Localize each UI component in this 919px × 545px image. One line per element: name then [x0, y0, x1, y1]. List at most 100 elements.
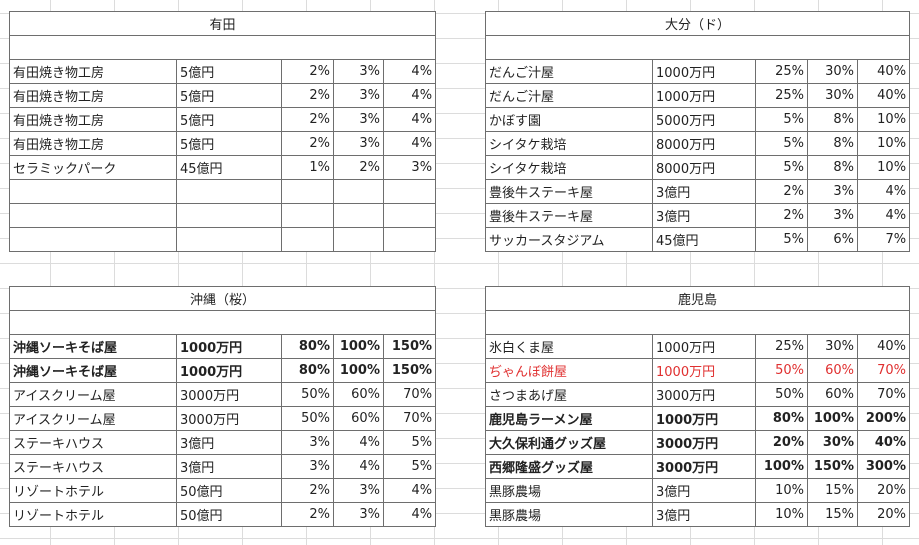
cell-rate-1[interactable]: 5%	[755, 107, 808, 132]
cell-rate-2[interactable]: 30%	[807, 59, 858, 84]
cell-rate-1[interactable]: 80%	[281, 334, 334, 359]
cell-cost[interactable]: 3000万円	[176, 382, 282, 407]
cell-cost[interactable]	[176, 227, 282, 252]
cell-cost[interactable]	[176, 179, 282, 204]
cell-rate-3[interactable]: 10%	[856, 131, 911, 156]
cell-cost[interactable]	[176, 203, 282, 228]
cell-rate-3[interactable]: 4%	[382, 131, 437, 156]
cell-rate-3[interactable]	[382, 203, 437, 228]
cell-rate-1[interactable]: 2%	[281, 83, 334, 108]
cell-rate-2[interactable]: 15%	[807, 502, 858, 527]
cell-cost[interactable]: 3億円	[652, 478, 756, 503]
cell-rate-1[interactable]: 25%	[755, 59, 808, 84]
cell-name[interactable]	[9, 227, 177, 252]
cell-rate-2[interactable]: 3%	[333, 478, 384, 503]
cell-rate-1[interactable]: 25%	[755, 83, 808, 108]
cell-rate-2[interactable]	[333, 227, 384, 252]
cell-name[interactable]: リゾートホテル	[9, 502, 177, 527]
cell-rate-2[interactable]: 4%	[333, 454, 384, 479]
cell-rate-3[interactable]: 70%	[857, 382, 910, 407]
cell-cost[interactable]: 1000万円	[176, 358, 282, 383]
cell-rate-2[interactable]: 30%	[807, 430, 858, 455]
cell-name[interactable]: セラミックパーク	[9, 155, 177, 180]
cell-rate-3[interactable]: 4%	[382, 502, 437, 527]
cell-rate-3[interactable]: 70%	[382, 406, 437, 431]
cell-rate-2[interactable]: 4%	[333, 430, 384, 455]
cell-rate-1[interactable]	[281, 203, 334, 228]
cell-name[interactable]: 沖縄ソーキそば屋	[9, 358, 177, 383]
cell-rate-1[interactable]: 2%	[281, 59, 334, 84]
cell-name[interactable]: シイタケ栽培	[485, 155, 653, 180]
cell-name[interactable]: アイスクリーム屋	[9, 406, 177, 431]
cell-name[interactable]: 鹿児島ラーメン屋	[485, 406, 653, 431]
cell-rate-2[interactable]: 3%	[333, 131, 384, 156]
cell-rate-3[interactable]: 40%	[857, 430, 910, 455]
cell-rate-3[interactable]: 300%	[857, 454, 910, 479]
cell-rate-3[interactable]: 40%	[856, 83, 911, 108]
cell-rate-1[interactable]: 3%	[281, 430, 334, 455]
cell-name[interactable]: 氷白くま屋	[485, 334, 653, 359]
cell-name[interactable]: 大久保利通グッズ屋	[485, 430, 653, 455]
cell-rate-1[interactable]: 50%	[281, 406, 334, 431]
cell-name[interactable]: だんご汁屋	[485, 83, 653, 108]
cell-rate-2[interactable]: 8%	[807, 131, 858, 156]
cell-name[interactable]: 豊後牛ステーキ屋	[485, 203, 653, 228]
cell-rate-1[interactable]: 10%	[755, 478, 808, 503]
cell-rate-1[interactable]: 10%	[755, 502, 808, 527]
cell-rate-2[interactable]: 3%	[807, 179, 858, 204]
cell-name[interactable]: 豊後牛ステーキ屋	[485, 179, 653, 204]
cell-cost[interactable]: 50億円	[176, 502, 282, 527]
cell-rate-2[interactable]: 8%	[807, 155, 858, 180]
cell-rate-3[interactable]: 70%	[382, 382, 437, 407]
cell-cost[interactable]: 45億円	[176, 155, 282, 180]
cell-rate-3[interactable]: 10%	[856, 107, 911, 132]
cell-name[interactable]: さつまあげ屋	[485, 382, 653, 407]
cell-rate-1[interactable]: 2%	[755, 203, 808, 228]
cell-cost[interactable]: 1000万円	[652, 59, 756, 84]
cell-rate-3[interactable]: 4%	[856, 179, 911, 204]
cell-cost[interactable]: 5億円	[176, 131, 282, 156]
cell-name[interactable]: 沖縄ソーキそば屋	[9, 334, 177, 359]
cell-rate-1[interactable]: 2%	[281, 107, 334, 132]
cell-rate-2[interactable]: 3%	[807, 203, 858, 228]
cell-rate-3[interactable]: 4%	[856, 203, 911, 228]
cell-name[interactable]: 有田焼き物工房	[9, 107, 177, 132]
cell-rate-3[interactable]: 70%	[857, 358, 910, 383]
cell-cost[interactable]: 3000万円	[652, 430, 756, 455]
cell-rate-3[interactable]	[382, 227, 437, 252]
cell-rate-1[interactable]: 50%	[755, 358, 808, 383]
cell-name[interactable]: 有田焼き物工房	[9, 59, 177, 84]
cell-cost[interactable]: 1000万円	[652, 406, 756, 431]
cell-name[interactable]: かぼす園	[485, 107, 653, 132]
cell-name[interactable]: サッカースタジアム	[485, 227, 653, 252]
cell-rate-3[interactable]: 20%	[857, 502, 910, 527]
cell-rate-1[interactable]: 3%	[281, 454, 334, 479]
cell-rate-2[interactable]: 150%	[807, 454, 858, 479]
cell-name[interactable]: 黒豚農場	[485, 502, 653, 527]
cell-rate-1[interactable]	[281, 227, 334, 252]
cell-rate-1[interactable]: 2%	[281, 131, 334, 156]
cell-rate-2[interactable]: 30%	[807, 334, 858, 359]
cell-cost[interactable]: 3000万円	[652, 382, 756, 407]
cell-cost[interactable]: 8000万円	[652, 131, 756, 156]
cell-rate-1[interactable]	[281, 179, 334, 204]
cell-rate-1[interactable]: 2%	[281, 478, 334, 503]
cell-name[interactable]: ステーキハウス	[9, 430, 177, 455]
cell-rate-3[interactable]: 4%	[382, 83, 437, 108]
cell-rate-3[interactable]: 40%	[857, 334, 910, 359]
cell-cost[interactable]: 3000万円	[652, 454, 756, 479]
cell-rate-2[interactable]: 100%	[333, 358, 384, 383]
cell-name[interactable]	[9, 203, 177, 228]
blank-row[interactable]	[485, 310, 910, 335]
cell-rate-2[interactable]: 6%	[807, 227, 858, 252]
blank-row[interactable]	[484, 35, 911, 60]
cell-rate-3[interactable]: 4%	[382, 478, 437, 503]
cell-cost[interactable]: 3億円	[652, 502, 756, 527]
cell-cost[interactable]: 1000万円	[652, 334, 756, 359]
cell-cost[interactable]: 5億円	[176, 59, 282, 84]
cell-rate-2[interactable]	[333, 203, 384, 228]
block-title[interactable]: 沖縄（桜）	[8, 286, 437, 311]
cell-name[interactable]: ステーキハウス	[9, 454, 177, 479]
cell-rate-1[interactable]: 80%	[281, 358, 334, 383]
cell-rate-2[interactable]: 3%	[333, 107, 384, 132]
